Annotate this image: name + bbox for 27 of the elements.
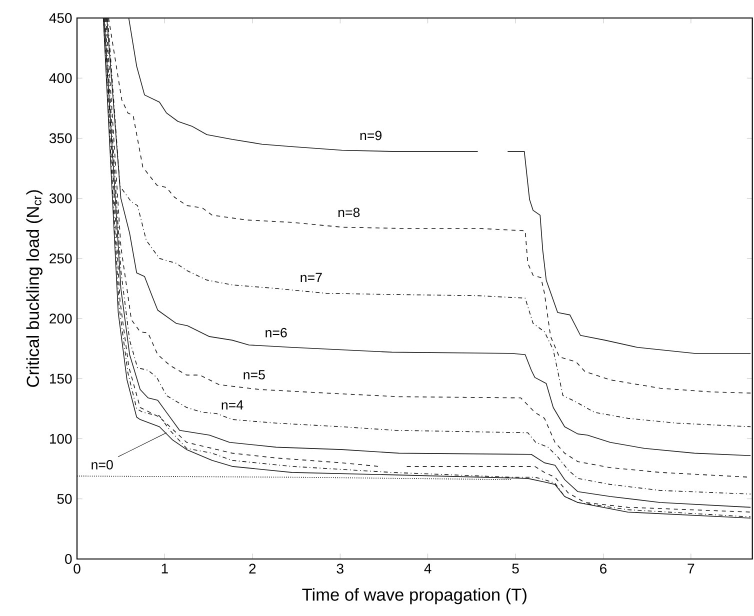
x-tick-label: 6 xyxy=(600,564,607,574)
annotation: n=9 xyxy=(360,130,382,140)
annotation: n=5 xyxy=(244,370,265,380)
y-tick-label: 400 xyxy=(49,73,72,84)
y-tick-label: 50 xyxy=(57,494,72,504)
annotation: n=4 xyxy=(222,400,244,410)
x-tick-label: 4 xyxy=(424,564,432,574)
annotation: n=7 xyxy=(300,272,322,282)
y-tick-label: 200 xyxy=(50,314,72,324)
y-tick-label: 350 xyxy=(49,133,72,144)
y-tick-label: 300 xyxy=(49,193,72,204)
y-axis-title: Critical buckling load (N$_{cr}$) xyxy=(26,190,42,387)
annotation: n=8 xyxy=(338,208,360,218)
y-tick-label: 100 xyxy=(50,434,72,444)
x-tick-label: 1 xyxy=(162,564,168,574)
y-tick-label: 250 xyxy=(50,253,72,264)
y-tick-label: 150 xyxy=(50,374,72,384)
x-tick-label: 5 xyxy=(512,564,519,574)
y-tick-label: 0 xyxy=(65,554,72,564)
annotation: n=0 xyxy=(92,460,113,470)
y-tick-label: 450 xyxy=(49,13,72,23)
x-tick-label: 2 xyxy=(249,564,256,574)
x-tick-label: 3 xyxy=(336,564,344,574)
x-tick-label: 7 xyxy=(688,564,694,574)
x-tick-label: 0 xyxy=(74,564,80,574)
annotation: n=6 xyxy=(266,328,287,338)
x-axis-title: Time of wave propagation (T) xyxy=(302,588,526,604)
